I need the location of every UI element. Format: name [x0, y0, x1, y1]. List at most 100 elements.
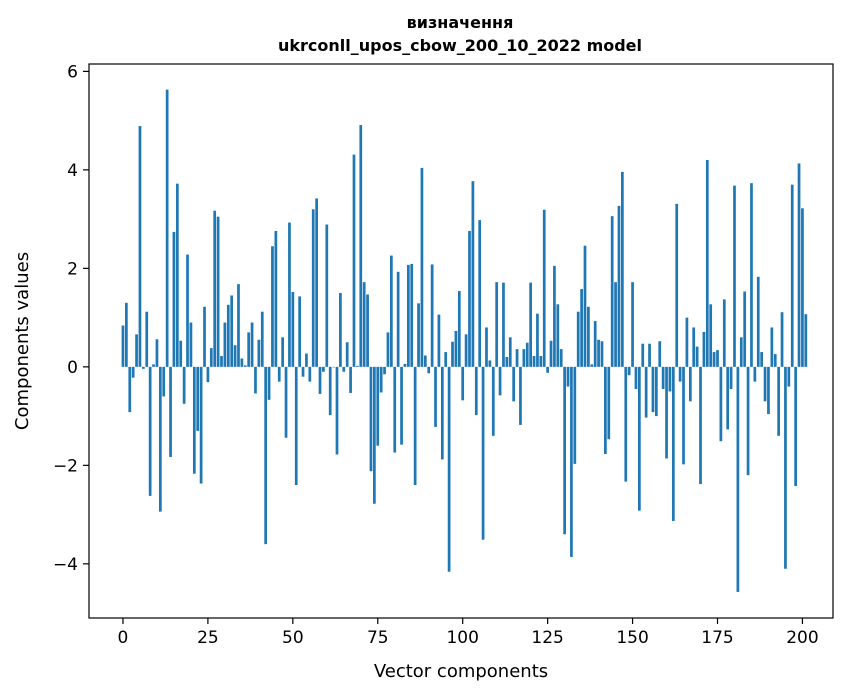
y-axis-ticks: −4 −2 0 2 4 6: [53, 62, 89, 575]
bar-138: [590, 364, 594, 367]
bar-93: [437, 314, 441, 367]
bar-112: [502, 282, 505, 367]
bar-108: [488, 360, 492, 367]
bar-9: [152, 364, 155, 367]
bar-189: [763, 366, 767, 402]
bar-118: [522, 349, 526, 367]
bar-46: [277, 366, 281, 382]
bar-59: [322, 366, 325, 372]
bar-177: [722, 299, 726, 367]
bar-66: [345, 342, 349, 367]
bar-71: [362, 282, 366, 367]
bar-70: [359, 125, 363, 367]
bar-75: [376, 366, 380, 446]
bar-146: [617, 205, 621, 367]
bar-56: [311, 209, 315, 367]
bar-28: [216, 216, 220, 367]
bar-173: [709, 304, 713, 367]
bar-127: [553, 265, 556, 367]
x-tick-label: 150: [616, 628, 648, 648]
bar-176: [719, 366, 723, 442]
bar-194: [780, 312, 784, 367]
y-tick-label: 6: [67, 62, 78, 82]
bar-34: [237, 284, 240, 367]
bar-63: [335, 366, 339, 455]
bar-167: [688, 366, 692, 402]
bar-142: [604, 366, 607, 455]
bar-179: [729, 366, 733, 390]
bar-185: [750, 183, 753, 367]
bar-55: [308, 366, 312, 382]
bar-76: [379, 366, 383, 393]
bar-156: [651, 366, 655, 413]
bar-47: [281, 337, 284, 367]
bar-147: [621, 171, 624, 367]
bar-33: [233, 345, 237, 367]
bar-95: [444, 352, 448, 367]
bar-91: [430, 264, 434, 367]
bar-195: [784, 366, 787, 569]
bar-85: [410, 263, 414, 367]
bar-38: [250, 322, 254, 367]
bar-14: [169, 366, 172, 457]
bar-107: [485, 327, 488, 367]
bar-165: [682, 366, 685, 465]
bar-50: [291, 292, 295, 367]
bar-151: [634, 366, 638, 390]
bar-32: [230, 295, 234, 367]
bar-82: [400, 366, 403, 445]
bar-12: [162, 366, 166, 397]
bar-141: [600, 341, 604, 367]
bar-5: [138, 126, 142, 367]
bar-187: [756, 276, 760, 367]
bar-96: [447, 366, 451, 572]
bar-24: [203, 306, 206, 367]
bar-159: [661, 366, 665, 390]
bar-43: [267, 366, 271, 400]
bar-128: [556, 304, 560, 367]
bar-140: [597, 339, 600, 367]
y-tick-label: 0: [67, 358, 78, 378]
y-axis-label: Components values: [12, 252, 33, 430]
bar-11: [158, 366, 162, 512]
bar-122: [536, 313, 539, 367]
bar-139: [593, 321, 597, 367]
bar-30: [223, 322, 227, 367]
bar-78: [386, 332, 390, 367]
bar-102: [468, 230, 471, 367]
bar-45: [274, 230, 278, 367]
bar-54: [305, 353, 308, 367]
bar-17: [179, 340, 183, 367]
bar-65: [342, 366, 346, 372]
bar-123: [539, 356, 543, 367]
x-tick-label: 25: [197, 628, 219, 648]
bar-121: [532, 356, 536, 367]
bar-136: [583, 245, 587, 367]
bar-25: [206, 366, 210, 383]
bar-72: [366, 294, 369, 367]
bar-87: [417, 303, 420, 367]
bar-49: [288, 222, 291, 367]
bar-171: [702, 331, 706, 367]
bar-42: [264, 366, 268, 545]
bar-103: [471, 181, 475, 367]
bar-200: [801, 208, 804, 367]
bar-84: [406, 264, 410, 367]
bar-20: [189, 322, 193, 367]
bar-190: [767, 366, 770, 415]
bar-35: [240, 358, 244, 367]
bar-61: [328, 366, 332, 416]
bar-0: [121, 325, 125, 367]
bar-148: [624, 366, 628, 482]
bar-8: [148, 366, 152, 496]
bar-158: [658, 341, 662, 367]
bar-120: [529, 282, 532, 367]
bar-126: [549, 340, 553, 367]
bar-80: [393, 366, 397, 453]
bar-94: [440, 366, 444, 460]
bar-101: [464, 334, 468, 367]
x-tick-label: 175: [701, 628, 733, 648]
bar-60: [325, 224, 329, 367]
bar-193: [777, 366, 780, 436]
bar-125: [546, 366, 549, 373]
